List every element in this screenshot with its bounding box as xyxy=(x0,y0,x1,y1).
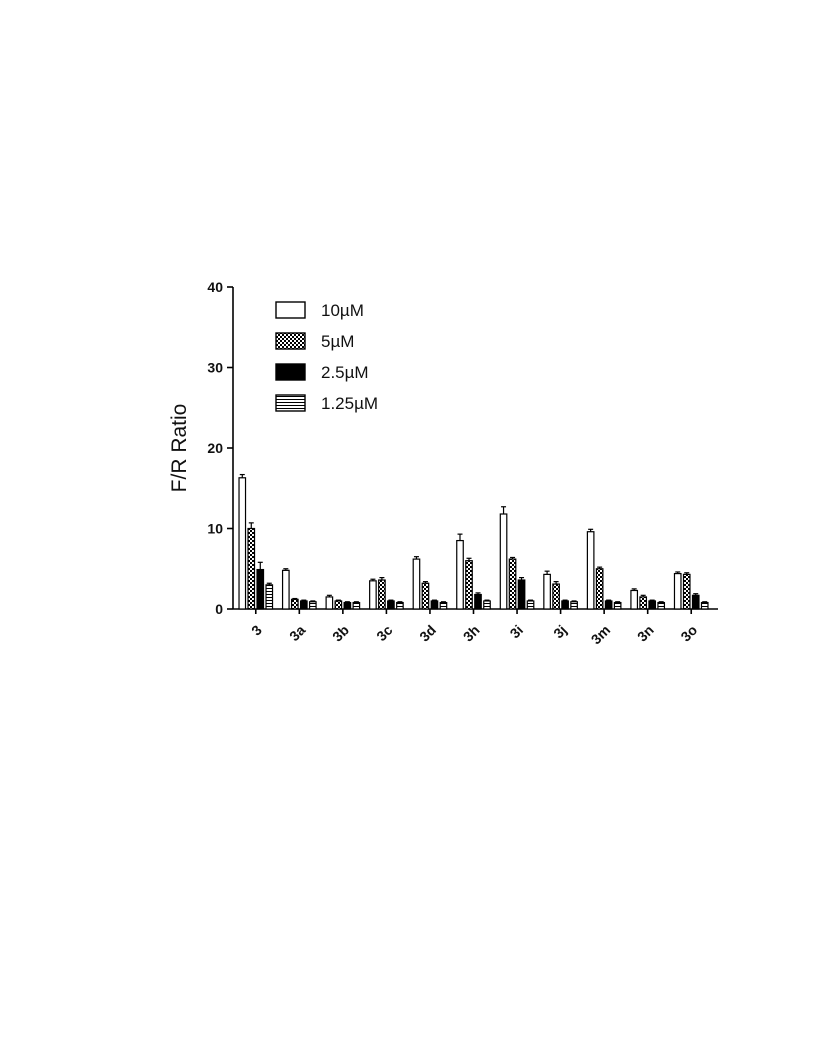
bar xyxy=(639,596,648,610)
bar xyxy=(508,558,517,610)
bar xyxy=(673,572,682,610)
legend-swatch xyxy=(275,332,306,350)
bar xyxy=(256,568,265,610)
bar xyxy=(595,568,604,610)
bar xyxy=(369,580,377,610)
bar xyxy=(465,560,473,610)
bar xyxy=(299,600,308,610)
x-tick-label: 3d xyxy=(416,622,439,645)
bar xyxy=(247,527,256,610)
legend: 10µM 5µM 2.5µM 1.25µM xyxy=(275,301,378,413)
legend-swatch xyxy=(275,363,306,381)
legend-label: 1.25µM xyxy=(321,394,378,413)
bar xyxy=(613,601,622,610)
bar xyxy=(526,600,535,610)
bar xyxy=(483,600,491,610)
y-tick-label: 10 xyxy=(207,521,223,537)
x-tick-label: 3a xyxy=(286,622,308,644)
y-tick-label: 20 xyxy=(207,440,223,456)
bar xyxy=(517,579,526,610)
bars xyxy=(238,473,709,610)
x-tick-label: 3j xyxy=(550,622,570,642)
bar xyxy=(343,601,352,610)
bar xyxy=(352,601,361,610)
x-tick-label: 3h xyxy=(460,622,483,645)
axes xyxy=(232,287,718,610)
bar xyxy=(700,601,709,610)
x-tick-label: 3m xyxy=(588,622,614,648)
bar xyxy=(430,600,439,610)
bar xyxy=(570,601,578,610)
x-tick-label: 3o xyxy=(677,622,700,645)
bar xyxy=(334,600,343,610)
bar xyxy=(308,601,317,610)
y-axis-label: F/R Ratio xyxy=(168,404,191,493)
bar xyxy=(387,600,395,610)
bar xyxy=(378,579,386,610)
bar xyxy=(412,558,421,610)
bar xyxy=(648,600,657,610)
legend-swatch xyxy=(275,301,306,319)
bar xyxy=(325,596,334,610)
y-tick-label: 30 xyxy=(207,360,223,376)
legend-label: 2.5µM xyxy=(321,363,369,382)
bar xyxy=(238,477,247,610)
x-tick-label: 3 xyxy=(248,622,265,639)
bar xyxy=(657,601,666,610)
bar xyxy=(499,513,508,610)
legend-label: 5µM xyxy=(321,332,354,351)
x-tick-label: 3b xyxy=(329,622,352,645)
bar xyxy=(543,573,551,610)
x-tick-labels: 3 3a 3b 3c 3d 3h 3i 3j 3m 3n 3o xyxy=(248,609,700,647)
bar xyxy=(396,601,404,610)
bar xyxy=(421,582,430,610)
bar xyxy=(682,573,691,610)
bar xyxy=(561,600,569,610)
bar xyxy=(604,600,613,610)
bar xyxy=(265,584,274,610)
bar xyxy=(439,601,448,610)
x-tick-label: 3c xyxy=(373,622,395,644)
y-ticks: 0 10 20 30 40 xyxy=(207,279,233,617)
bar xyxy=(691,594,700,610)
bar xyxy=(586,531,595,610)
bar xyxy=(474,593,482,610)
y-tick-label: 0 xyxy=(215,601,223,617)
legend-label: 10µM xyxy=(321,301,364,320)
bar xyxy=(290,598,299,610)
x-tick-label: 3n xyxy=(634,622,657,645)
bar xyxy=(552,583,560,610)
bar xyxy=(630,589,639,610)
legend-swatch xyxy=(275,394,306,412)
y-tick-label: 40 xyxy=(207,279,223,295)
bar xyxy=(281,569,290,610)
x-tick-label: 3i xyxy=(507,622,527,642)
bar xyxy=(456,539,464,610)
